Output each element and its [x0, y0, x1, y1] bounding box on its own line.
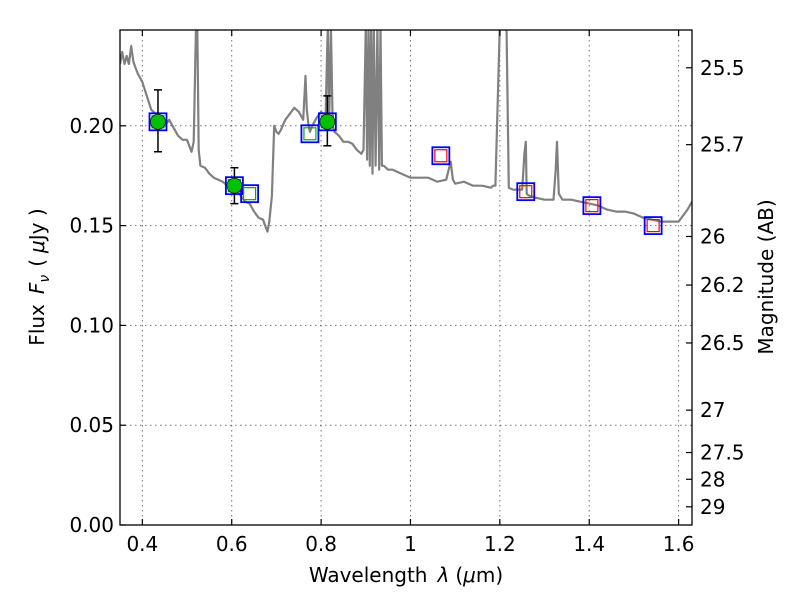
predicted-band-square-outer [643, 216, 663, 236]
y2-tick-label: 29 [700, 495, 725, 519]
y-axis-label-prefix: Flux [25, 304, 49, 346]
x-tick-label: 0.4 [126, 532, 158, 556]
x-tick-label: 1.4 [573, 532, 605, 556]
y2-tick-label: 25.5 [700, 56, 745, 80]
observed-point [150, 114, 166, 130]
y2-tick-label: 26 [700, 224, 725, 248]
y-axis-label-symbol: F [25, 282, 49, 294]
plot-frame [119, 29, 693, 526]
model-band-square-inner [242, 187, 257, 201]
axis-ticks: 0.4 0.6 0.8 1 1.2 1.4 1.6 0.00 0.05 0.10 0.15 0.20 2… [69, 30, 745, 556]
predicted-band-square-inner [434, 149, 448, 163]
x-tick-label: 1 [404, 532, 417, 556]
model-band-square-inner [303, 127, 317, 141]
predicted-band-square-outer [516, 182, 536, 202]
y-axis-label-subscript: ν [37, 275, 53, 283]
x-axis-label-unit-mu: μ [462, 563, 476, 587]
model-band-square-outer [240, 184, 259, 204]
x-tick-label: 1.2 [484, 532, 516, 556]
y2-tick-label: 27 [700, 398, 725, 422]
photometry-points [148, 89, 663, 236]
y2-tick-label: 25.7 [700, 133, 745, 157]
model-spectrum [120, 30, 692, 233]
y2-axis-label: Magnitude (AB) [754, 199, 778, 354]
y-axis-label-unit-open: ( [25, 259, 49, 267]
x-tick-label: 0.6 [216, 532, 248, 556]
predicted-band-square-inner [646, 219, 660, 233]
x-axis-label-prefix: Wavelength [309, 563, 428, 587]
predicted-band-square-outer [582, 196, 602, 216]
y-tick-label: 0.20 [69, 114, 114, 138]
x-tick-label: 0.8 [305, 532, 337, 556]
y-axis-label-unit-mu: μ [25, 240, 49, 254]
y2-tick-label: 26.2 [700, 273, 745, 297]
y-axis-label-unit-rest: Jy ) [25, 208, 49, 242]
predicted-band-square-outer [431, 146, 451, 166]
grid-lines [120, 30, 692, 526]
predicted-band-square-inner [585, 199, 599, 213]
x-axis-label-unit-rest: m) [476, 563, 503, 587]
x-tick-label: 1.6 [663, 532, 695, 556]
observed-point [226, 177, 243, 194]
y-tick-label: 0.15 [69, 214, 114, 238]
spectrum-line [120, 30, 692, 233]
observed-point [319, 114, 336, 130]
x-axis-label-unit-open: ( [455, 563, 463, 587]
predicted-band-square-inner [519, 185, 533, 199]
x-axis-label-symbol: λ [436, 563, 449, 587]
x-axis-label: Wavelength λ (μm) [309, 563, 503, 587]
y2-tick-label: 28 [700, 467, 725, 491]
y-tick-label: 0.00 [69, 513, 114, 537]
y-axis-label: Flux Fν ( μJy ) [25, 208, 53, 345]
model-band-square-outer [300, 124, 320, 144]
y2-tick-label: 26.5 [700, 331, 745, 355]
y2-tick-label: 27.5 [700, 441, 745, 465]
y-tick-label: 0.10 [69, 313, 114, 337]
y-tick-label: 0.05 [69, 413, 114, 437]
